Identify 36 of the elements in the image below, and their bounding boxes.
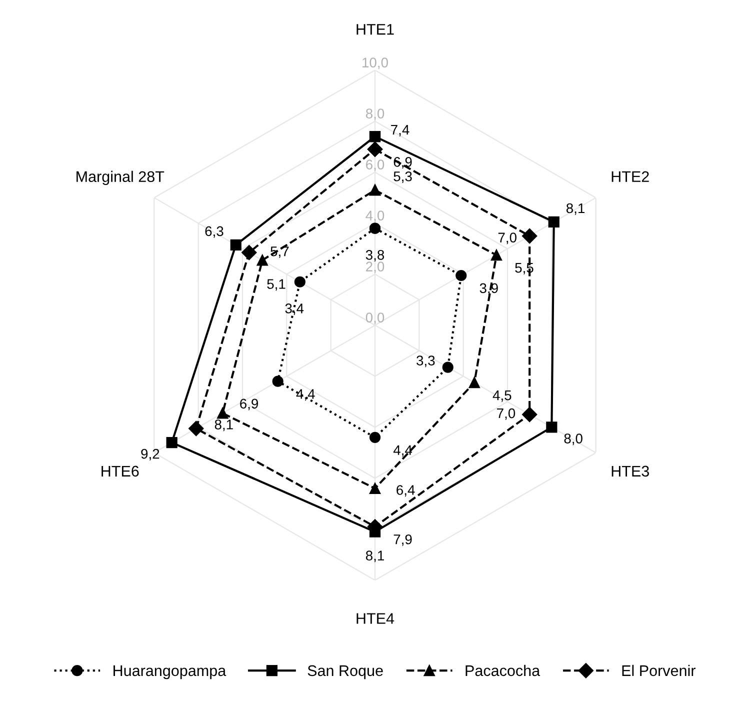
legend-label: Pacacocha xyxy=(466,664,540,676)
data-label: 8,1 xyxy=(566,203,585,215)
legend-label: El Porvenir xyxy=(622,664,696,676)
data-label: 6,9 xyxy=(240,398,258,410)
spoke-label: HTE3 xyxy=(612,466,649,477)
data-label: 4,4 xyxy=(393,445,412,457)
spoke-label: HTE2 xyxy=(612,171,649,182)
y-tick-label: 10,0 xyxy=(362,58,388,70)
data-label: 7,0 xyxy=(497,408,516,420)
y-tick-label: 6,0 xyxy=(366,160,384,172)
data-label: 5,3 xyxy=(394,171,412,183)
spoke-label: HTE4 xyxy=(356,613,394,624)
data-label: 7,9 xyxy=(394,534,412,546)
data-label: 5,1 xyxy=(267,279,286,291)
data-label: 7,0 xyxy=(498,232,516,244)
data-label: 3,3 xyxy=(416,356,435,368)
data-label: 6,3 xyxy=(205,226,224,238)
data-label: 8,1 xyxy=(366,550,384,562)
legend-label: Huarangopampa xyxy=(114,665,226,680)
data-label: 4,5 xyxy=(492,390,512,402)
data-label: 3,8 xyxy=(366,250,384,262)
data-label: 3,4 xyxy=(285,304,304,316)
spoke-label: HTE6 xyxy=(102,466,139,477)
data-label: 6,4 xyxy=(396,485,415,497)
y-tick-label: 4,0 xyxy=(366,210,384,222)
data-label: 8,1 xyxy=(214,420,233,432)
spoke-label: HTE1 xyxy=(356,24,394,35)
data-label: 3,9 xyxy=(480,283,498,295)
legend-label: San Roque xyxy=(308,665,383,680)
data-label: 7,4 xyxy=(391,125,410,136)
data-label: 8,0 xyxy=(564,434,582,446)
y-tick-label: 0,0 xyxy=(366,312,384,324)
spoke-label: Marginal 28T xyxy=(76,170,164,186)
y-tick-label: 8,0 xyxy=(366,108,384,120)
data-label: 9,2 xyxy=(141,448,160,460)
y-tick-label: 2,0 xyxy=(366,262,384,274)
